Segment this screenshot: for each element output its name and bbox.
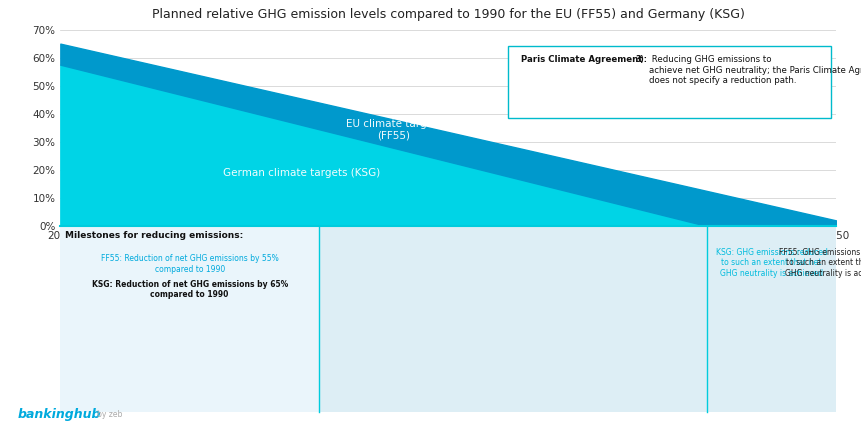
Text: FF55: Reduction of net GHG emissions by 55%
compared to 1990: FF55: Reduction of net GHG emissions by …: [101, 254, 278, 274]
Title: Planned relative GHG emission levels compared to 1990 for the EU (FF55) and Germ: Planned relative GHG emission levels com…: [152, 8, 744, 22]
Text: 3):: 3):: [635, 55, 647, 64]
Text: Milestones for reducing emissions:: Milestones for reducing emissions:: [65, 231, 243, 240]
Text: Reducing GHG emissions to
achieve net GHG neutrality; the Paris Climate Agreemen: Reducing GHG emissions to achieve net GH…: [648, 55, 861, 85]
Text: KSG: Reduction of net GHG emissions by 65%
compared to 1990: KSG: Reduction of net GHG emissions by 6…: [91, 280, 288, 299]
Text: German climate targets (KSG): German climate targets (KSG): [223, 168, 380, 178]
Text: FF55: GHG emissions reduced
to such an extent that net
GHG neutrality is achieve: FF55: GHG emissions reduced to such an e…: [777, 248, 861, 278]
Text: bankinghub: bankinghub: [17, 408, 101, 421]
FancyBboxPatch shape: [507, 46, 830, 118]
Text: EU climate targets
(FF55): EU climate targets (FF55): [345, 119, 442, 140]
Text: KSG: GHG emissions reduced
to such an extent that net
GHG neutrality is achieved: KSG: GHG emissions reduced to such an ex…: [715, 248, 827, 278]
Text: by zeb: by zeb: [97, 410, 122, 419]
Text: Paris Climate Agreement: Paris Climate Agreement: [521, 55, 642, 64]
